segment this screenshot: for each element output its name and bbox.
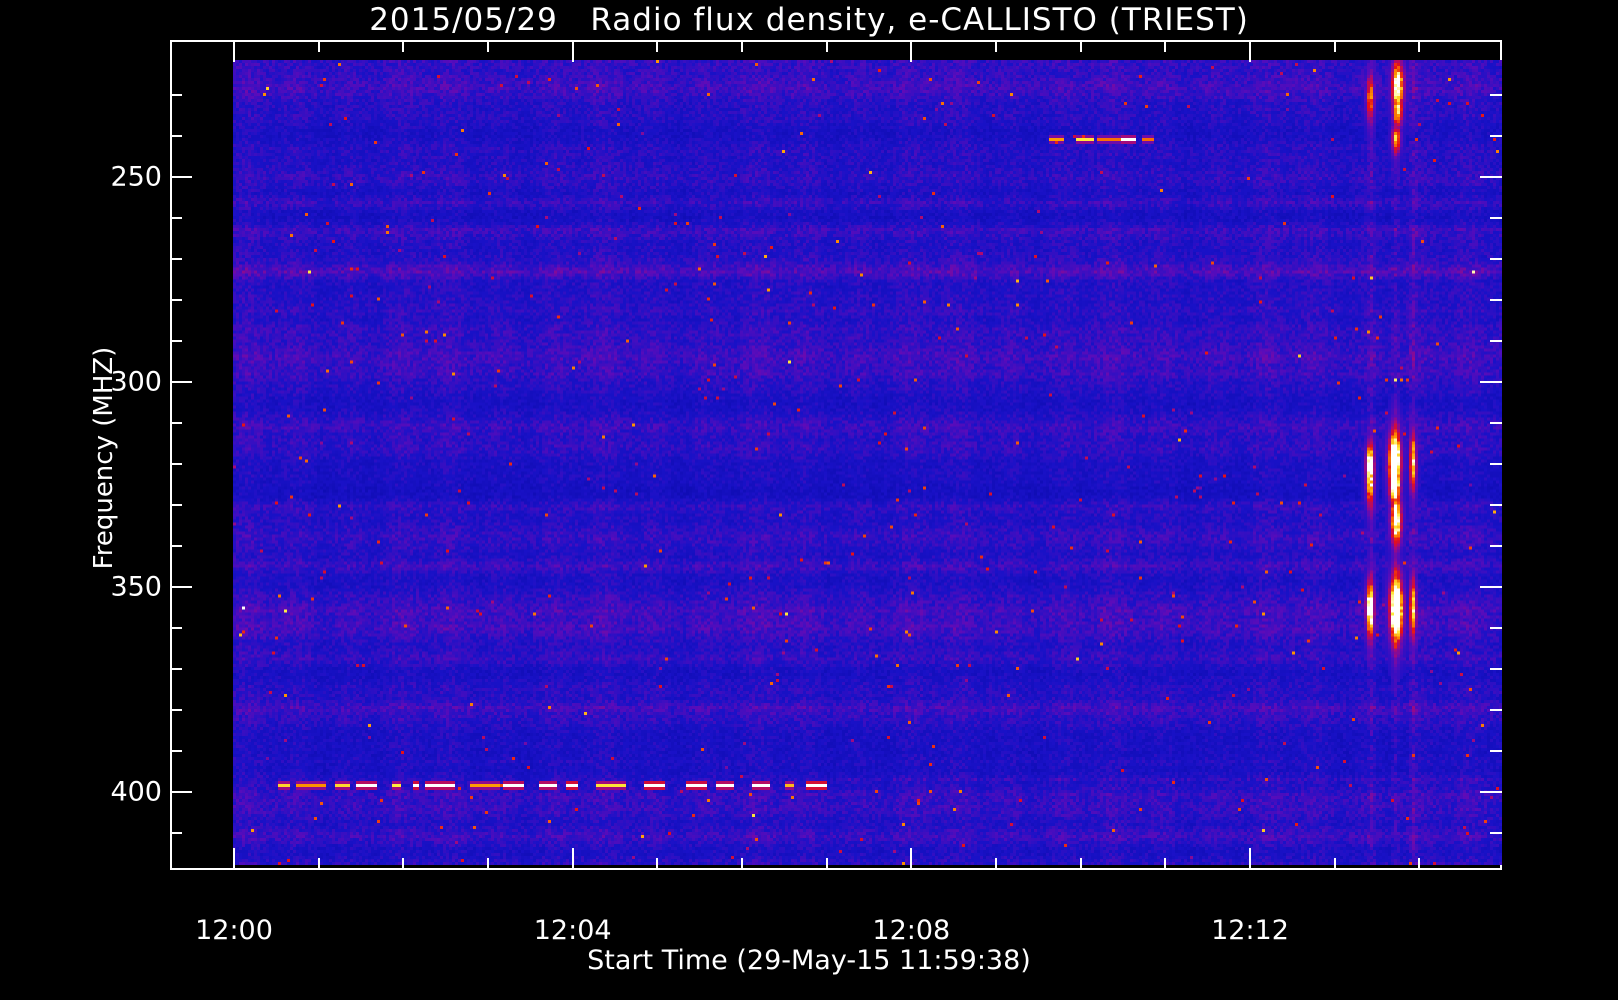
y-axis-tick-labels: 250 300 350 400: [0, 0, 162, 1000]
axis-tick: [741, 40, 743, 52]
axis-tick: [170, 627, 182, 629]
axis-tick: [233, 848, 235, 870]
axis-tick: [1249, 848, 1251, 870]
axis-tick: [741, 858, 743, 870]
axis-tick: [1490, 545, 1502, 547]
axis-tick: [1080, 858, 1082, 870]
axis-tick: [656, 40, 658, 52]
axis-tick: [170, 545, 182, 547]
axis-tick: [1490, 463, 1502, 465]
axis-tick: [318, 858, 320, 870]
axis-tick: [402, 40, 404, 52]
axis-tick: [170, 668, 182, 670]
axis-tick: [402, 858, 404, 870]
x-axis-title: Start Time (29-May-15 11:59:38): [587, 945, 1031, 976]
axis-tick: [1490, 340, 1502, 342]
axis-tick: [1334, 858, 1336, 870]
axis-tick: [170, 135, 182, 137]
axis-tick: [1490, 217, 1502, 219]
axis-tick: [170, 791, 192, 793]
axis-tick: [170, 750, 182, 752]
axis-tick: [233, 40, 235, 62]
axis-tick: [170, 832, 182, 834]
axis-tick: [1480, 176, 1502, 178]
axis-tick: [170, 381, 192, 383]
axis-tick: [1490, 750, 1502, 752]
axis-tick: [910, 848, 912, 870]
axis-tick: [1334, 40, 1336, 52]
axis-tick: [995, 858, 997, 870]
axis-tick: [170, 94, 182, 96]
y-axis-title: Frequency (MHZ): [89, 346, 119, 569]
axis-tick: [1480, 586, 1502, 588]
axis-tick: [170, 340, 182, 342]
spectrogram-canvas: [233, 60, 1502, 865]
page-title: 2015/05/29 Radio flux density, e-CALLIST…: [369, 2, 1249, 38]
axis-tick: [170, 422, 182, 424]
x-tick-label: 12:04: [533, 915, 612, 946]
axis-tick: [170, 504, 182, 506]
axis-tick: [1490, 627, 1502, 629]
y-tick-label: 300: [110, 366, 162, 398]
axis-tick: [826, 858, 828, 870]
axis-tick: [1480, 791, 1502, 793]
spectrogram-image: [233, 60, 1502, 865]
axis-tick: [1490, 135, 1502, 137]
axis-tick: [1490, 94, 1502, 96]
axis-tick: [910, 40, 912, 62]
axis-tick: [170, 586, 192, 588]
x-tick-label: 12:00: [195, 915, 273, 946]
axis-tick: [318, 40, 320, 52]
axis-tick: [1490, 832, 1502, 834]
y-tick-label: 350: [110, 571, 162, 603]
axis-tick: [1249, 40, 1251, 62]
axis-tick: [170, 299, 182, 301]
y-tick-label: 400: [110, 776, 162, 808]
axis-tick: [572, 40, 574, 62]
axis-tick: [1480, 381, 1502, 383]
axis-tick: [170, 176, 192, 178]
x-tick-label: 12:08: [872, 915, 951, 946]
axis-tick: [826, 40, 828, 52]
axis-tick: [1490, 668, 1502, 670]
axis-tick: [1490, 258, 1502, 260]
axis-tick: [170, 463, 182, 465]
axis-tick: [1490, 299, 1502, 301]
y-tick-label: 250: [110, 161, 162, 193]
axis-tick: [170, 217, 182, 219]
x-tick-label: 12:12: [1211, 915, 1289, 946]
axis-tick: [995, 40, 997, 52]
axis-tick: [1490, 709, 1502, 711]
axis-tick: [170, 709, 182, 711]
axis-tick: [1418, 40, 1420, 52]
axis-tick: [1418, 858, 1420, 870]
y-axis-title-box: Frequency (MHZ): [58, 60, 119, 865]
axis-tick: [1164, 40, 1166, 52]
axis-tick: [1490, 422, 1502, 424]
axis-tick: [487, 858, 489, 870]
axis-tick: [487, 40, 489, 52]
axis-tick: [572, 848, 574, 870]
axis-tick: [170, 258, 182, 260]
axis-tick: [1490, 504, 1502, 506]
axis-tick: [1080, 40, 1082, 52]
axis-tick: [656, 858, 658, 870]
axis-tick: [1164, 858, 1166, 870]
